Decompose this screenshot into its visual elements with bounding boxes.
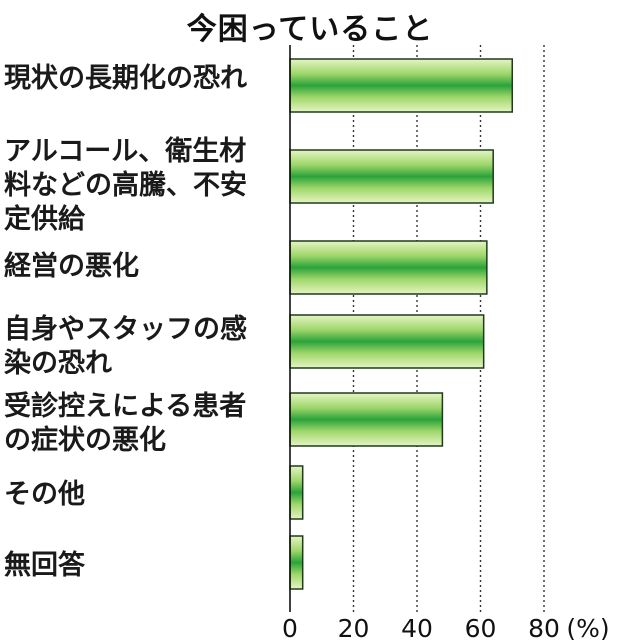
category-label-4: 受診控えによる患者 の症状の悪化 <box>4 390 286 458</box>
bar-1 <box>289 149 494 204</box>
category-label-line: 経営の悪化 <box>4 251 139 282</box>
tick-label-40: 40 <box>401 614 433 640</box>
bar-6 <box>289 535 304 590</box>
tick-label-80: 80 <box>528 614 560 640</box>
category-label-2: 経営の悪化 <box>4 250 286 284</box>
category-label-1: アルコール、衛生材 料などの高騰、不安 定供給 <box>4 135 286 237</box>
bar-4 <box>289 392 444 447</box>
category-label-line: の症状の悪化 <box>4 425 166 456</box>
category-label-line: 現状の長期化の恐れ <box>4 63 247 94</box>
category-label-line: 自身やスタッフの感 <box>4 314 247 345</box>
bar-5 <box>289 465 304 520</box>
category-label-line: 受診控えによる患者 <box>4 391 247 422</box>
category-label-line: 定供給 <box>4 204 85 235</box>
category-label-6: 無回答 <box>4 549 286 583</box>
category-label-line: 染の恐れ <box>4 348 112 379</box>
unit-label: (%) <box>566 614 609 640</box>
bar-0 <box>289 58 513 113</box>
category-label-5: その他 <box>4 478 286 512</box>
chart-title: 今困っていること <box>186 12 434 47</box>
category-label-line: 料などの高騰、不安 <box>4 170 247 201</box>
bar-2 <box>289 240 488 295</box>
bar-3 <box>289 314 485 369</box>
tick-label-20: 20 <box>338 614 370 640</box>
category-label-3: 自身やスタッフの感 染の恐れ <box>4 313 286 381</box>
category-label-0: 現状の長期化の恐れ <box>4 62 286 96</box>
category-label-line: その他 <box>4 479 85 510</box>
tick-label-0: 0 <box>282 614 298 640</box>
category-label-line: 無回答 <box>4 550 85 581</box>
tick-label-60: 60 <box>465 614 497 640</box>
category-label-line: アルコール、衛生材 <box>4 136 247 167</box>
